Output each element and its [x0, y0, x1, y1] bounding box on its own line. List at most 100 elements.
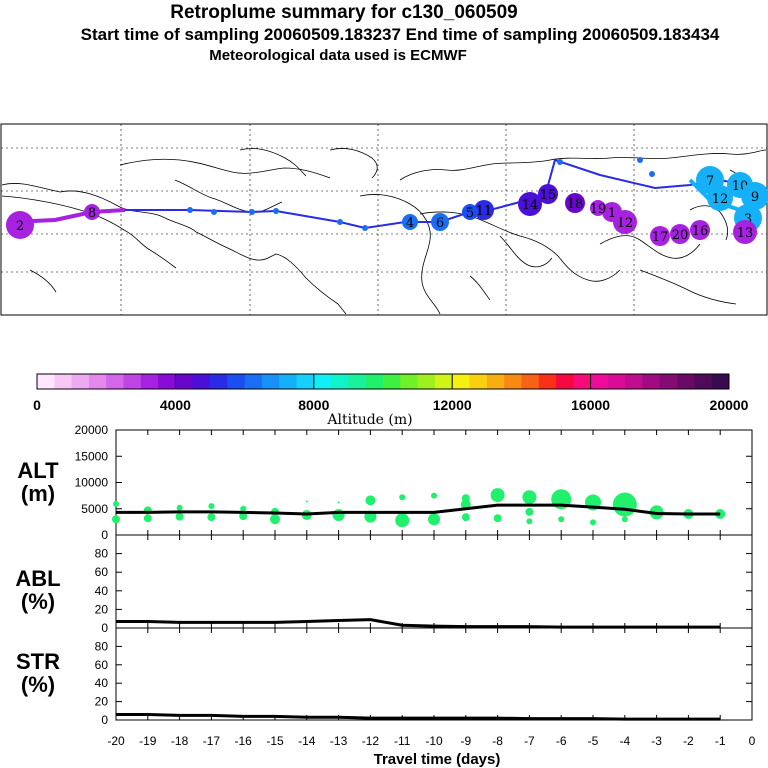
- colorbar-swatch: [244, 374, 263, 389]
- alt-bubble: [399, 494, 406, 501]
- map-plume-day-label: 19: [590, 202, 607, 217]
- x-tick-label: -11: [394, 734, 411, 748]
- colorbar-swatch: [694, 374, 713, 389]
- alt-bubble: [175, 512, 184, 521]
- colorbar-swatch: [54, 374, 72, 389]
- map-plume-marker: [462, 204, 478, 220]
- colorbar-swatch: [106, 374, 124, 389]
- alt-bubble: [612, 492, 637, 517]
- abl-y-tick-label: 40: [95, 584, 109, 598]
- map-track-line: [9, 158, 763, 230]
- str-y-tick-label: 0: [101, 713, 108, 727]
- colorbar-tick-labels: 0 4000 8000 12000 16000 20000: [33, 374, 749, 413]
- str-y-tick-label: 20: [95, 695, 109, 709]
- colorbar-swatch: [71, 374, 90, 389]
- colorbar-title: Altitude (m): [326, 412, 412, 428]
- str-y-tick-label: 40: [95, 676, 109, 690]
- abl-y-tick-label: 0: [101, 621, 108, 635]
- met-data-note: Meteorological data used is ECMWF: [209, 47, 467, 64]
- colorbar-swatch: [383, 374, 401, 389]
- colorbar-swatch: [659, 374, 678, 389]
- colorbar-swatch: [313, 374, 332, 389]
- x-tick-label: -7: [524, 734, 535, 748]
- sampling-times: Start time of sampling 20060509.183237 E…: [80, 25, 720, 44]
- map-plume-marker: [650, 226, 670, 246]
- altitude-colorbar: [36, 373, 730, 390]
- alt-bubble: [305, 500, 308, 503]
- x-tick-label: -9: [460, 734, 471, 748]
- x-tick-label: -6: [556, 734, 567, 748]
- alt-bubble: [522, 490, 537, 505]
- colorbar-swatch: [192, 374, 211, 389]
- x-tick-label: -16: [235, 734, 253, 748]
- map-plume-marker: [84, 204, 100, 220]
- map-plume-day-label: 16: [692, 224, 709, 239]
- str-label: STR: [16, 649, 60, 674]
- chart-title: Retroplume summary for c130_060509: [170, 2, 518, 23]
- str-series-line: [116, 712, 721, 721]
- map-plume-marker: [402, 214, 418, 230]
- map-plume-day-label: 12: [712, 192, 729, 207]
- map-plume-marker: [211, 209, 217, 215]
- colorbar-swatch: [227, 374, 245, 389]
- colorbar-swatch: [469, 374, 488, 389]
- colorbar-swatch: [538, 374, 557, 389]
- alt-bubble: [526, 518, 533, 525]
- map-plume-day-label: 18: [567, 197, 584, 212]
- colorbar-swatch: [590, 374, 609, 389]
- colorbar-swatch: [37, 374, 55, 389]
- colorbar-swatch: [158, 374, 176, 389]
- alt-unit: (m): [21, 481, 55, 506]
- map-plume-day-label: 14: [522, 198, 539, 213]
- colorbar-swatch: [261, 374, 280, 389]
- map-plume-marker: [602, 202, 622, 222]
- colorbar-swatch: [123, 374, 142, 389]
- map-plume-day-label: 3: [744, 212, 752, 227]
- map-plume-marker: [690, 220, 710, 240]
- map-plume-day-label: 5: [466, 206, 474, 221]
- alt-bubble: [621, 516, 628, 523]
- colorbar-swatch: [434, 374, 453, 389]
- alt-series-line: [116, 503, 721, 516]
- map-plume-marker: [637, 157, 643, 163]
- abl-y-tick-label: 80: [95, 547, 109, 561]
- x-tick-label: -4: [619, 734, 630, 748]
- map-plume-day-label: 9: [751, 190, 759, 205]
- map-plume-day-label: 6: [436, 216, 444, 231]
- colorbar-tick-label: 8000: [298, 397, 329, 413]
- alt-y-tick-label: 10000: [75, 476, 109, 490]
- colorbar-swatch: [331, 374, 349, 389]
- x-tick-label: -18: [171, 734, 189, 748]
- alt-y-tick-label: 15000: [75, 449, 109, 463]
- map-plume-marker: [187, 207, 193, 213]
- colorbar-swatch: [642, 374, 661, 389]
- map-plume-marker: [474, 200, 494, 220]
- alt-bubble: [558, 516, 565, 523]
- map-plume-marker: [741, 182, 768, 210]
- alt-bubble: [395, 513, 410, 528]
- map-plume-day-label: 13: [737, 226, 754, 241]
- map-plume-marker: [6, 211, 34, 239]
- colorbar-swatch: [504, 374, 522, 389]
- alt-bubble: [493, 514, 502, 523]
- map-plume-day-label: 2: [16, 219, 24, 234]
- alt-bubble: [332, 509, 345, 522]
- colorbar-tick-label: 4000: [160, 397, 191, 413]
- colorbar-swatch: [140, 374, 159, 389]
- map-plume-day-label: 8: [88, 206, 96, 221]
- alt-bubble: [431, 492, 437, 499]
- alt-bubble: [239, 512, 248, 521]
- map-plume-marker: [518, 192, 542, 216]
- abl-panel-frame: [115, 534, 753, 629]
- x-tick-label: -15: [266, 734, 284, 748]
- x-tick-label: -12: [362, 734, 380, 748]
- map-plume-day-label: 11: [476, 204, 493, 219]
- colorbar-border: [36, 373, 730, 390]
- map-plume-day-label: 4: [406, 216, 414, 231]
- x-tick-label: -5: [588, 734, 599, 748]
- alt-bubble: [490, 488, 505, 503]
- colorbar-swatch: [711, 374, 730, 389]
- alt-bubble: [143, 514, 152, 523]
- map-plume-day-label: 12: [617, 216, 634, 231]
- colorbar-swatch: [625, 374, 643, 389]
